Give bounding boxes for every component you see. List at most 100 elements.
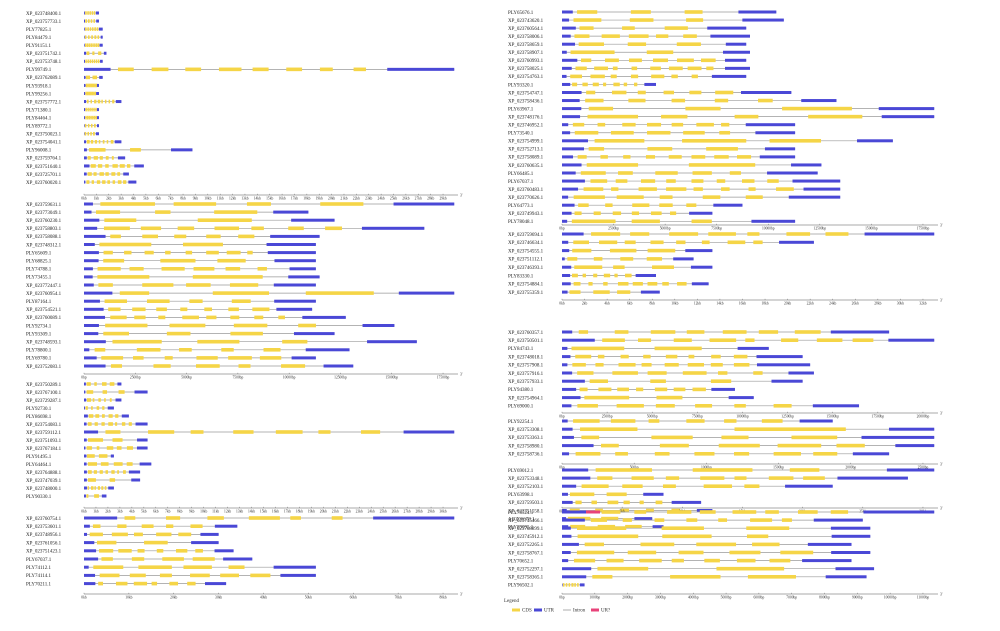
- utr-block: [115, 398, 122, 402]
- utr-block: [813, 518, 863, 522]
- tick-label: 12kb: [224, 510, 231, 514]
- cds-block: [88, 19, 90, 23]
- gene-label: XP_023751558.1: [508, 509, 544, 514]
- cds-block: [119, 164, 125, 168]
- gene-label: XP_023748312.1: [26, 243, 62, 248]
- cds-block: [746, 534, 769, 539]
- cds-block: [105, 430, 121, 434]
- cds-block: [97, 99, 101, 104]
- gene-label: XP_023758436.1: [508, 99, 544, 104]
- legend-label: UR?: [601, 609, 611, 614]
- utr-block: [373, 516, 455, 520]
- tick-label: 1kb: [93, 510, 99, 514]
- cds-block: [117, 524, 127, 528]
- cds-block: [639, 500, 644, 505]
- cds-block: [319, 67, 333, 72]
- utr-block: [361, 226, 425, 230]
- cds-block: [686, 330, 705, 334]
- cds-block: [661, 114, 688, 119]
- cds-block: [575, 66, 587, 71]
- cds-block: [275, 430, 303, 434]
- cds-block: [704, 558, 720, 563]
- gene-row: XP_023754041.1: [26, 140, 122, 146]
- cds-block: [288, 226, 304, 231]
- gene-label: XP_023752265.1: [508, 543, 544, 548]
- cds-block: [100, 462, 109, 466]
- cds-block: [97, 486, 100, 490]
- cds-block: [226, 250, 241, 255]
- cds-block: [650, 240, 664, 245]
- utr-block: [562, 18, 570, 22]
- cds-block: [612, 371, 638, 375]
- utr-block: [562, 355, 571, 359]
- tick-label: 15000bp: [385, 376, 398, 380]
- cds-block: [104, 486, 107, 490]
- cds-block: [623, 82, 628, 87]
- cds-block: [716, 179, 726, 183]
- cds-block: [217, 258, 246, 263]
- cds-block: [612, 66, 618, 71]
- cds-block: [144, 250, 154, 255]
- cds-block: [94, 99, 97, 104]
- tick-label: 17kb: [284, 510, 291, 514]
- tick-label: 23kb: [356, 510, 363, 514]
- cds-block: [780, 550, 814, 555]
- utr-block: [803, 187, 841, 191]
- gene-row: XP_023758436.1: [508, 98, 837, 104]
- utr-block: [84, 516, 118, 520]
- cds-block: [650, 211, 662, 216]
- cds-block: [572, 82, 578, 87]
- cds-block: [246, 202, 271, 206]
- utr-block: [84, 356, 97, 360]
- cds-block: [142, 283, 174, 287]
- gene-row: XP_023760020.1: [26, 180, 137, 186]
- gene-row: XP_023748176.1: [508, 114, 935, 120]
- cds-block: [768, 476, 794, 480]
- gene-label: PLY67037.1: [508, 180, 534, 185]
- legend-label: CDS: [522, 609, 532, 614]
- utr-block: [785, 484, 833, 488]
- cds-block: [693, 187, 703, 191]
- cds-block: [320, 202, 364, 206]
- cds-block: [182, 315, 199, 320]
- utr-block: [825, 575, 867, 579]
- cds-block: [666, 187, 687, 191]
- cds-block: [129, 573, 146, 578]
- utr-block: [562, 91, 582, 94]
- cds-block: [667, 510, 692, 514]
- cds-block: [119, 291, 150, 295]
- tick-label: 16kb: [272, 510, 279, 514]
- cds-block: [736, 558, 756, 563]
- tick-label: 12500bp: [334, 376, 347, 380]
- gene-row: PLY92730.1: [26, 406, 114, 412]
- cds-block: [719, 130, 731, 135]
- gene-row: PLY63967.1: [508, 106, 935, 112]
- cds-block: [584, 542, 604, 547]
- cds-block: [631, 66, 638, 71]
- gene-label: XP_023748018.1: [508, 355, 544, 360]
- gene-row: PLY84464.1: [26, 115, 99, 121]
- cds-block: [579, 387, 588, 392]
- gene-label: PLY69000.1: [508, 405, 534, 410]
- cds-block: [186, 283, 211, 287]
- axis-end-label: 3': [940, 507, 943, 511]
- cds-block: [96, 27, 99, 31]
- cds-block: [96, 180, 101, 184]
- gene-row: PLY93320.1: [508, 82, 656, 88]
- utr-block: [84, 307, 104, 311]
- gene-label: PLY69780.1: [26, 357, 52, 362]
- gene-label: XP_023753748.1: [26, 60, 62, 65]
- gene-label: XP_023759694.1: [508, 233, 544, 238]
- cds-block: [250, 573, 271, 578]
- cds-block: [206, 315, 217, 320]
- utr-block: [562, 371, 573, 375]
- cds-block: [583, 187, 604, 191]
- cds-block: [656, 34, 669, 38]
- cds-block: [574, 130, 599, 135]
- cds-block: [610, 74, 617, 79]
- gene-row: XP_023758089.1: [508, 155, 796, 161]
- cds-block: [593, 257, 603, 261]
- cds-block: [91, 91, 94, 96]
- gene-row: XP_023772447.1: [26, 283, 316, 289]
- cds-block: [247, 250, 253, 255]
